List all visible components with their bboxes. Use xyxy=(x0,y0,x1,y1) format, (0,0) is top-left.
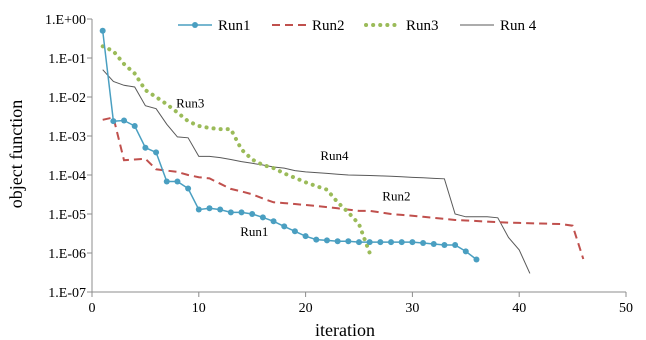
series-run1-point xyxy=(323,237,330,244)
series-run1-point xyxy=(259,214,266,221)
series-run1-point xyxy=(388,239,395,246)
series-run1-point xyxy=(121,117,128,124)
series-run1-point xyxy=(377,239,384,246)
x-axis-label: iteration xyxy=(315,320,375,340)
y-tick-label: 1.E-02 xyxy=(48,91,86,106)
y-tick-label: 1.E+00 xyxy=(45,13,86,28)
series-run1-point xyxy=(195,206,202,213)
series-run1-point xyxy=(452,242,459,249)
series-run1-point xyxy=(441,242,448,249)
series-run4-line xyxy=(102,69,531,274)
series-run1-point xyxy=(409,239,416,246)
legend-item-run2: Run2 xyxy=(272,18,345,34)
series-annotation: Run4 xyxy=(320,148,349,163)
legend-label: Run2 xyxy=(312,18,345,34)
series-run3-line xyxy=(100,44,372,255)
series-run1-point xyxy=(206,205,213,212)
series-run1-point xyxy=(238,209,245,216)
series-run1 xyxy=(99,27,480,263)
series-run1-point xyxy=(334,238,341,245)
series-run1-point xyxy=(420,240,427,247)
series-run1-point xyxy=(366,239,373,246)
x-tick-label: 10 xyxy=(192,301,206,316)
y-axis-label: object function xyxy=(6,100,26,208)
series-run1-point xyxy=(142,144,149,151)
series-run1-point xyxy=(281,223,288,230)
series-run1-point xyxy=(291,228,298,235)
series-layer xyxy=(99,27,585,274)
x-tick-label: 40 xyxy=(512,301,526,316)
y-tick-label: 1.E-06 xyxy=(48,247,86,262)
plot-frame xyxy=(91,19,626,293)
series-run1-point xyxy=(163,178,170,185)
series-run1-point xyxy=(302,233,309,240)
series-run1-point xyxy=(430,241,437,248)
series-annotation: Run1 xyxy=(240,224,268,239)
series-run3 xyxy=(100,44,372,255)
series-run1-point xyxy=(227,209,234,216)
legend-label: Run1 xyxy=(218,18,251,34)
series-annotation: Run3 xyxy=(176,95,204,110)
x-tick-label: 50 xyxy=(619,301,633,316)
series-run1-point xyxy=(249,211,256,217)
series-run1-point xyxy=(462,248,469,255)
legend: Run1 Run2 Run3 Run 4 xyxy=(178,18,537,34)
x-tick-label: 0 xyxy=(89,301,96,316)
legend-label: Run 4 xyxy=(500,18,537,34)
series-run1-point xyxy=(473,256,480,263)
series-run1-point xyxy=(131,123,138,130)
y-tick-label: 1.E-04 xyxy=(48,169,86,184)
y-tick-label: 1.E-03 xyxy=(48,130,86,145)
legend-label: Run3 xyxy=(406,18,439,34)
series-run1-point xyxy=(356,239,362,246)
series-run1-point xyxy=(345,238,352,245)
series-run1-line xyxy=(101,30,477,261)
legend-item-run3: Run3 xyxy=(364,18,439,34)
series-run1-point xyxy=(217,206,224,213)
series-annotation: Run2 xyxy=(382,189,410,204)
legend-marker xyxy=(192,22,198,28)
y-tick-label: 1.E-05 xyxy=(48,208,86,223)
series-run1-point xyxy=(174,178,181,185)
x-tick-label: 20 xyxy=(299,301,313,316)
series-run1-point xyxy=(185,185,192,192)
series-run1-point xyxy=(398,239,405,246)
legend-item-run1: Run1 xyxy=(178,18,251,34)
x-tick-label: 30 xyxy=(405,301,419,316)
series-run1-point xyxy=(270,218,277,225)
series-run1-point xyxy=(153,149,160,156)
series-run1-point xyxy=(313,236,320,243)
series-run4 xyxy=(102,69,531,274)
annotation-layer: Run3 Run4 Run2 Run1 xyxy=(176,95,410,239)
legend-item-run4: Run 4 xyxy=(460,18,537,34)
y-tick-label: 1.E-07 xyxy=(48,286,86,301)
series-run2-line xyxy=(102,116,585,260)
y-tick-label: 1.E-01 xyxy=(48,52,86,67)
series-run1-point xyxy=(110,118,117,125)
series-run1-point xyxy=(99,27,106,34)
y-axis-ticks: 1.E-07 1.E-06 1.E-05 1.E-04 1.E-03 1.E-02 1.E-… xyxy=(45,13,92,301)
x-axis-ticks: 0 10 20 30 40 50 xyxy=(89,292,633,316)
series-run2 xyxy=(102,116,585,260)
